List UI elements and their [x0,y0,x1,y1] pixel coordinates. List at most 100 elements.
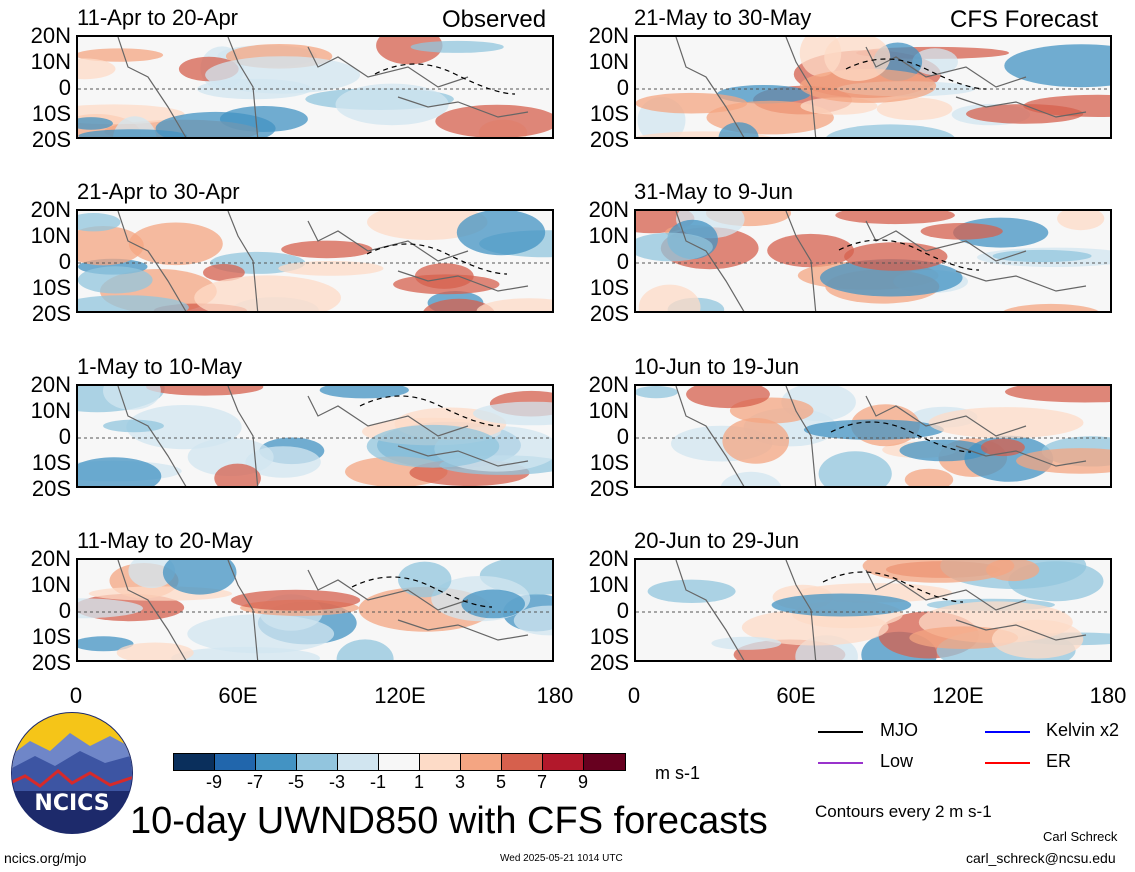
colorbar-tick-label: -7 [246,772,263,792]
colorbar-tick-label: 1 [413,772,424,792]
figure-title: 10-day UWND850 with CFS forecasts [130,800,768,842]
mjo-legend-label: MJO [880,720,918,740]
colorbar-tick-label: 5 [495,772,506,792]
colorbar-swatch [543,754,584,770]
map-panel [76,209,554,313]
lat-tick-label: 10N [30,49,71,74]
lat-tick-label: 10N [588,223,629,248]
lat-tick-label: 10N [588,49,629,74]
map-panel [634,209,1112,313]
colorbar-swatch [297,754,338,770]
lat-tick-label: 20S [589,476,629,501]
lat-tick-label: 20N [30,372,71,397]
footer-timestamp: Wed 2025-05-21 1014 UTC [500,853,623,864]
footer-author: Carl Schreck [1043,829,1118,844]
colorbar-swatch [502,754,543,770]
logo-text: NCICS [34,791,110,816]
lat-tick-label: 20S [31,476,71,501]
lat-tick-label: 10N [588,572,629,597]
colorbar-swatch [584,754,625,770]
lat-tick-label: 20N [30,546,71,571]
lat-tick-label: 10S [589,450,629,475]
lon-tick-label: 120E [932,683,984,708]
panel-title: 1-May to 10-May [77,354,243,379]
observed-label: Observed [442,6,547,33]
panel-title: 21-May to 30-May [634,5,812,30]
lat-tick-label: 20S [589,301,629,326]
colorbar-tick-label: 7 [536,772,547,792]
lat-tick-label: 20S [31,127,71,152]
colorbar-tick-label: -1 [369,772,386,792]
lat-tick-label: 10S [589,624,629,649]
lat-tick-label: 0 [58,75,71,100]
lat-tick-label: 20S [589,650,629,675]
lon-tick-label: 180 [1089,683,1127,708]
lat-tick-label: 20N [30,23,71,48]
colorbar-tick-label: -3 [328,772,345,792]
lon-tick-label: 180 [536,683,574,708]
panel-title: 20-Jun to 29-Jun [634,528,800,553]
lat-tick-label: 20S [31,301,71,326]
colorbar-tick-label: -5 [287,772,304,792]
colorbar-tick-label: 3 [454,772,465,792]
lat-tick-label: 10S [589,275,629,300]
footer-url[interactable]: ncics.org/mjo [4,850,87,866]
lat-tick-label: 20N [30,197,71,222]
colorbar-swatch [174,754,215,770]
kelvin-legend-line [985,731,1030,733]
map-panel [634,384,1112,488]
lat-tick-label: 10N [30,398,71,423]
lat-tick-label: 0 [58,424,71,449]
panel-title: 10-Jun to 19-Jun [634,354,800,379]
lat-tick-label: 20S [589,127,629,152]
units-label: m s-1 [655,763,700,783]
lat-tick-label: 10S [31,275,71,300]
colorbar-swatch [461,754,502,770]
lat-tick-label: 10N [588,398,629,423]
lat-tick-label: 10S [31,624,71,649]
lat-tick-label: 0 [616,598,629,623]
er-legend-label: ER [1046,751,1072,771]
colorbar-swatch [338,754,379,770]
panel-title: 31-May to 9-Jun [634,179,793,204]
colorbar-tick-label: 9 [577,772,588,792]
map-panel [634,35,1112,139]
lat-tick-label: 10S [31,101,71,126]
lat-tick-label: 20N [588,372,629,397]
colorbar-tick-label: -9 [205,772,222,792]
colorbar-swatch [215,754,256,770]
lat-tick-label: 10N [30,572,71,597]
lon-tick-label: 120E [374,683,426,708]
panel-title: 11-Apr to 20-Apr [77,5,239,30]
colorbar-swatch [379,754,420,770]
lat-tick-label: 20N [588,23,629,48]
lon-tick-label: 60E [776,683,816,708]
colorbar [173,753,626,771]
kelvin-legend-label: Kelvin x2 [1046,720,1120,740]
er-legend-line [985,762,1030,764]
low-legend-line [818,762,863,764]
colorbar-swatch [256,754,297,770]
lat-tick-label: 20S [31,650,71,675]
footer-email[interactable]: carl_schreck@ncsu.edu [966,850,1116,866]
map-panel [76,35,554,139]
panel-title: 11-May to 20-May [77,528,253,553]
lat-tick-label: 10S [31,450,71,475]
mjo-legend-line [818,731,863,733]
lat-tick-label: 20N [588,197,629,222]
panel-title: 21-Apr to 30-Apr [77,179,240,204]
low-legend-label: Low [880,751,914,771]
lat-tick-label: 0 [616,249,629,274]
ncics-logo: NCICS [10,711,134,835]
lat-tick-label: 20N [588,546,629,571]
lat-tick-label: 0 [616,424,629,449]
colorbar-swatch [420,754,461,770]
lat-tick-label: 0 [616,75,629,100]
lat-tick-label: 10N [30,223,71,248]
lat-tick-label: 0 [58,598,71,623]
contour-note: Contours every 2 m s-1 [815,802,992,821]
lat-tick-label: 10S [589,101,629,126]
lon-tick-label: 60E [218,683,258,708]
map-panel [76,558,554,662]
forecast-label: CFS Forecast [950,6,1099,33]
